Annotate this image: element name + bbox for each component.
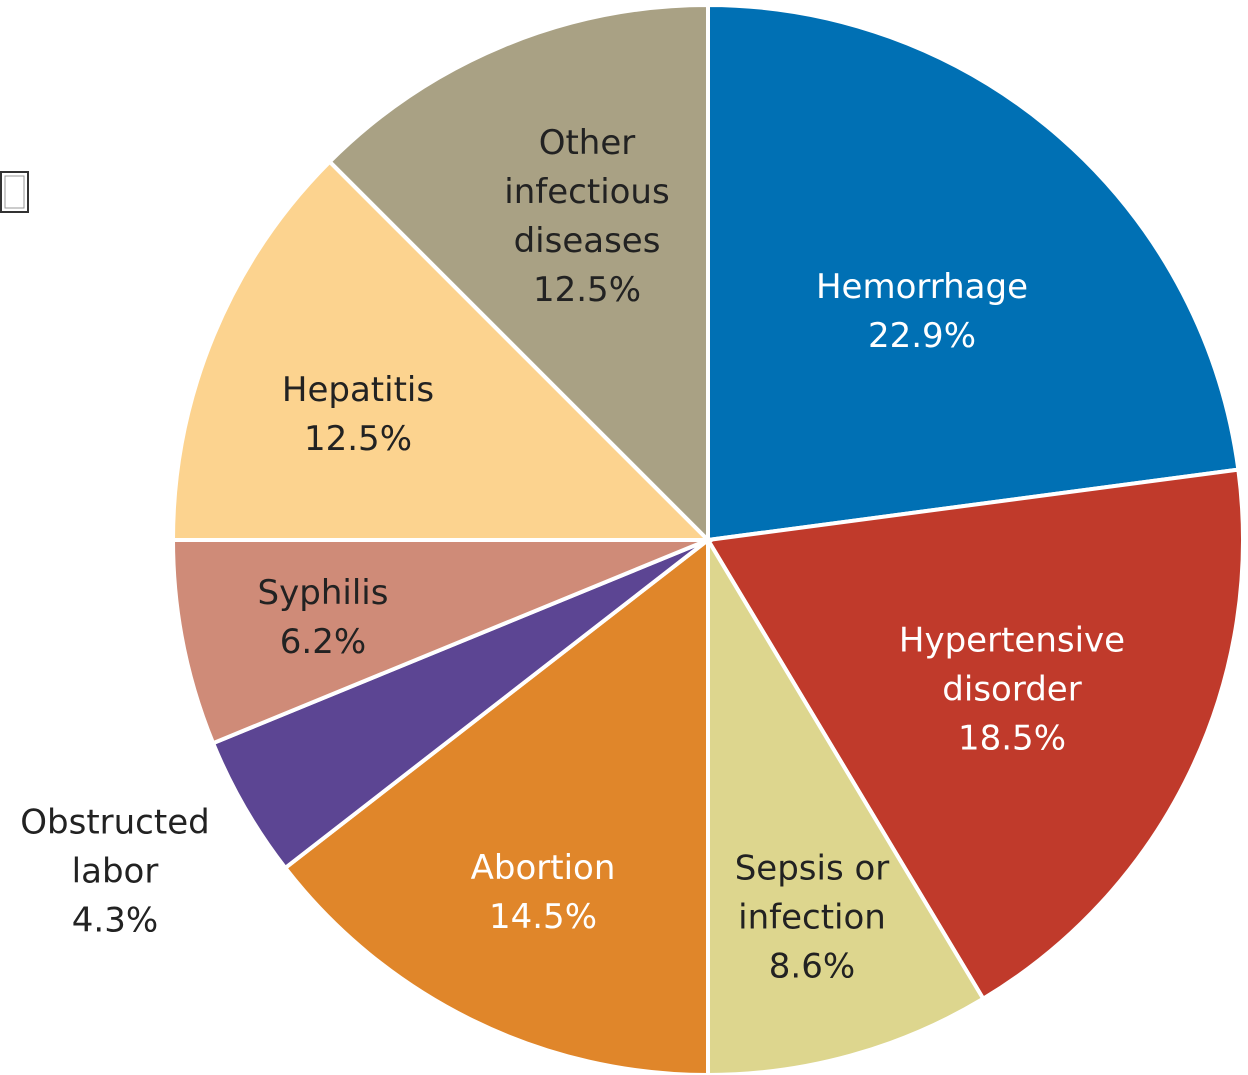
pie-slice (706, 532, 986, 1075)
category-label: Hypertensive disorder (898, 620, 1126, 710)
pie-slice (282, 535, 710, 1075)
value-label: 8.6% (768, 946, 856, 987)
category-label: Obstructed labor (20, 802, 210, 892)
category-label: Sepsis or infection (734, 848, 890, 938)
pie-slice (326, 2, 710, 545)
category-label: Hepatitis (281, 370, 435, 410)
slice-label: Hemorrhage 22.9% (792, 263, 1052, 361)
value-label: 14.5% (488, 897, 597, 937)
slice-label: Hypertensive disorder 18.5% (887, 617, 1137, 764)
pie-slice (706, 2, 1241, 543)
value-label: 12.5% (303, 419, 412, 459)
value-label: 4.3% (71, 900, 159, 941)
value-label: 6.2% (279, 622, 367, 662)
pie-slice (170, 158, 713, 542)
slice-label: Obstructed labor 4.3% (5, 799, 225, 946)
slice-label: Hepatitis 12.5% (248, 366, 468, 464)
slice-label: Syphilis 6.2% (223, 569, 423, 667)
category-label: Hemorrhage (815, 267, 1029, 307)
artifact-box (0, 171, 29, 213)
artifact-box-inner (4, 175, 25, 209)
slice-label: Abortion 14.5% (433, 844, 653, 942)
pie-slice (170, 538, 709, 746)
value-label: 12.5% (532, 270, 641, 310)
value-label: 18.5% (957, 718, 1066, 759)
slice-label: Other infectious diseases 12.5% (487, 119, 687, 315)
slice-label: Sepsis or infection 8.6% (722, 845, 902, 992)
category-label: Abortion (470, 848, 616, 888)
value-label: 22.9% (867, 316, 976, 356)
category-label: Syphilis (257, 573, 389, 613)
pie-slice (704, 467, 1245, 1002)
category-label: Other infectious diseases (504, 123, 670, 261)
